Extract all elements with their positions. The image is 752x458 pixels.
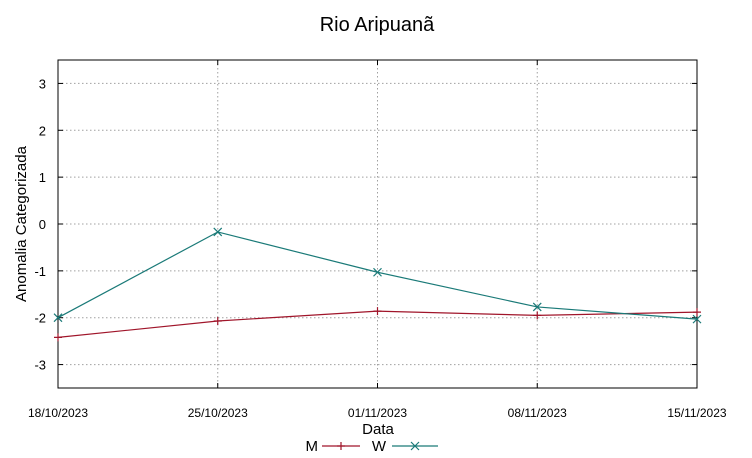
legend-marker-m: [337, 442, 345, 450]
x-tick-label: 01/11/2023: [348, 406, 407, 420]
y-tick-label: -2: [34, 311, 46, 326]
data-point-m: [693, 308, 701, 317]
legend-label-w: W: [372, 438, 387, 455]
x-tick-label: 18/10/2023: [28, 406, 88, 420]
x-axis-ticks: 18/10/2023 25/10/2023 01/11/2023 08/11/2023…: [28, 60, 727, 420]
y-axis-ticks: -3 -2 -1 0 1 2 3: [34, 76, 697, 373]
x-axis-label: Data: [362, 421, 394, 438]
data-point-w: [532, 302, 542, 312]
data-point-m: [533, 311, 542, 320]
data-point-w: [692, 314, 702, 324]
y-tick-label: -1: [34, 264, 46, 279]
chart-title: Rio Aripuanã: [320, 14, 435, 36]
data-point-m: [373, 307, 382, 316]
x-tick-label: 08/11/2023: [508, 406, 567, 420]
y-tick-label: 1: [39, 170, 46, 185]
y-tick-label: -3: [34, 358, 46, 373]
legend-label-m: M: [306, 438, 319, 455]
y-tick-label: 2: [39, 123, 46, 138]
data-point-w: [53, 313, 63, 323]
data-point-w: [213, 227, 223, 237]
x-tick-label: 15/11/2023: [667, 406, 726, 420]
y-axis-label: Anomalia Categorizada: [13, 145, 30, 302]
data-point-m: [213, 316, 222, 325]
data-point-w: [373, 267, 382, 277]
legend-marker-w: [410, 441, 420, 451]
y-tick-label: 3: [39, 76, 46, 91]
series: [53, 227, 702, 342]
x-tick-label: 25/10/2023: [188, 406, 248, 420]
grid: [58, 60, 697, 388]
y-tick-label: 0: [39, 217, 46, 232]
data-point-m: [54, 333, 62, 342]
